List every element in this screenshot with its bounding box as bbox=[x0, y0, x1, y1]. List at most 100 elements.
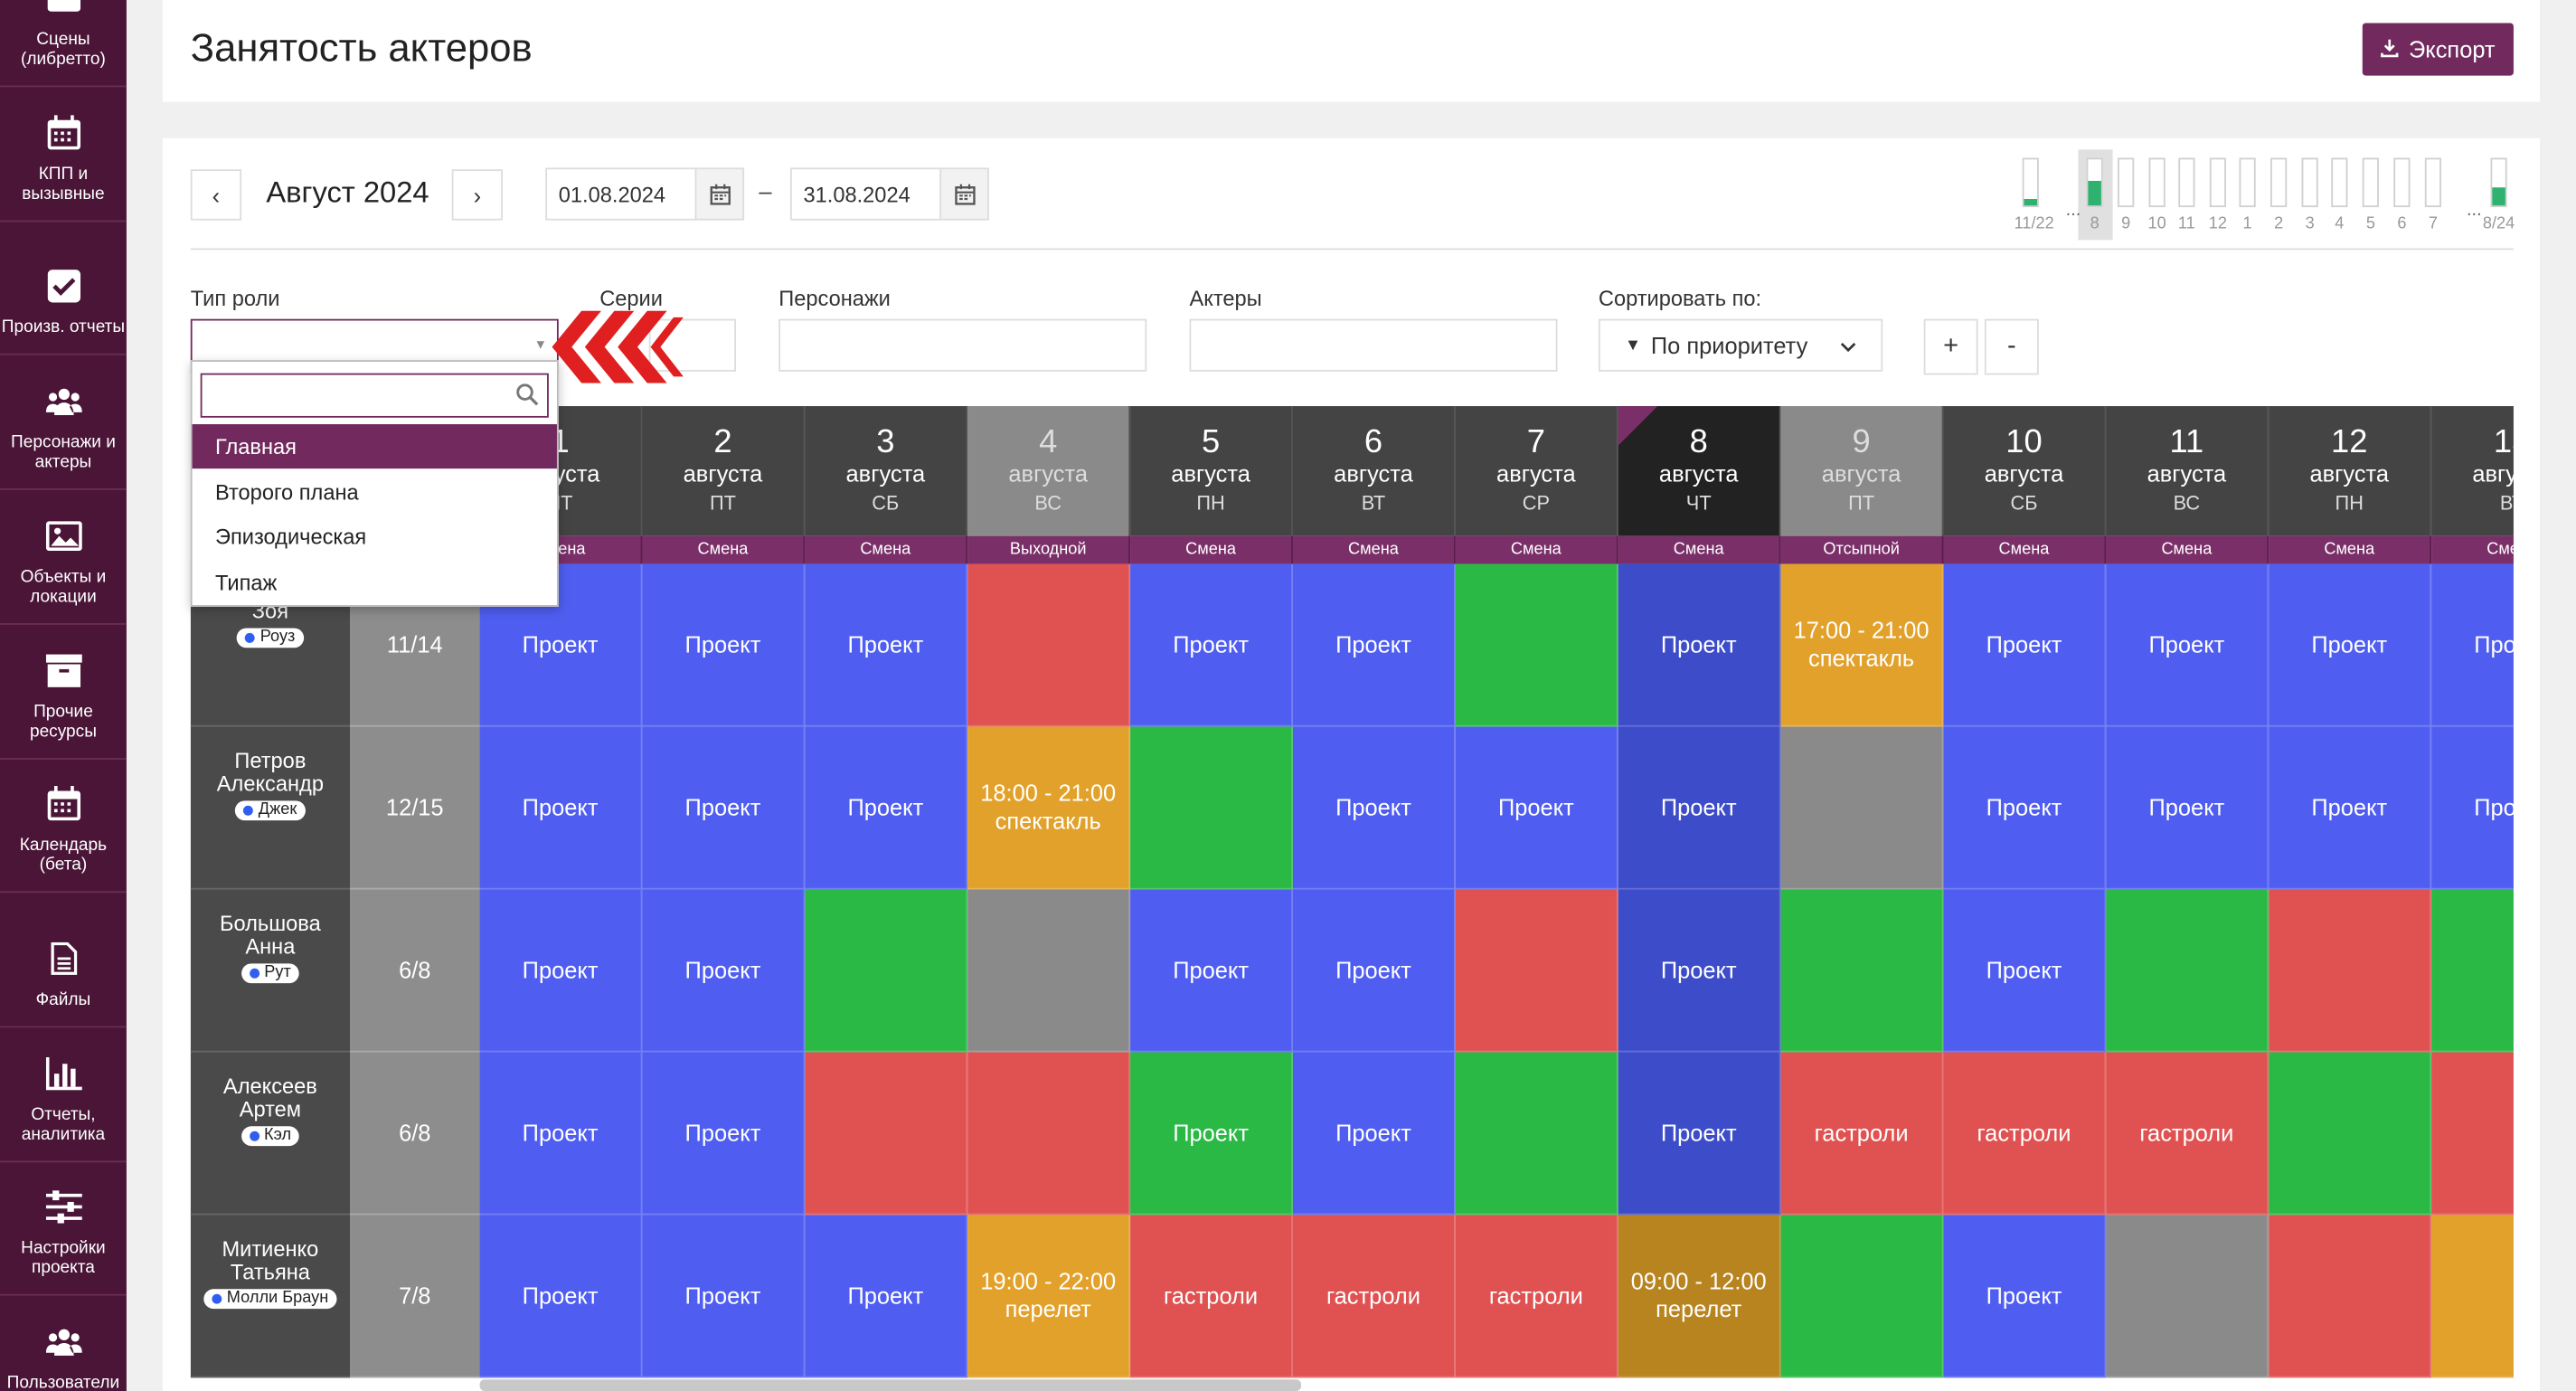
date-from-calendar-icon[interactable] bbox=[694, 167, 745, 221]
minimap-bar[interactable] bbox=[2393, 157, 2411, 208]
sidebar-item[interactable]: Объекты и локации bbox=[0, 491, 127, 625]
sort-select[interactable]: ▼ По приоритету bbox=[1598, 318, 1883, 372]
sidebar-item[interactable]: Пользователи и bbox=[0, 1297, 127, 1391]
zoom-out-button[interactable]: - bbox=[1984, 318, 2039, 375]
schedule-cell[interactable]: Проект bbox=[1292, 563, 1456, 727]
schedule-cell[interactable]: Проект bbox=[479, 1215, 643, 1378]
minimap-bar[interactable] bbox=[2331, 157, 2348, 208]
schedule-cell[interactable] bbox=[2106, 889, 2269, 1053]
schedule-cell[interactable]: Проект bbox=[2269, 563, 2432, 727]
schedule-cell[interactable] bbox=[967, 889, 1131, 1053]
dropdown-search-input[interactable] bbox=[200, 373, 549, 418]
schedule-cell[interactable]: гастроли bbox=[2106, 1052, 2269, 1216]
schedule-cell[interactable] bbox=[967, 1052, 1131, 1216]
schedule-cell[interactable] bbox=[805, 889, 968, 1053]
schedule-cell[interactable]: Проект bbox=[2106, 726, 2269, 890]
schedule-cell[interactable]: Проект bbox=[805, 726, 968, 890]
schedule-cell[interactable] bbox=[1455, 889, 1618, 1053]
sidebar-item[interactable]: КПП и вызывные bbox=[0, 89, 127, 222]
date-to-calendar-icon[interactable] bbox=[939, 167, 989, 221]
schedule-cell[interactable] bbox=[805, 1052, 968, 1216]
minimap-bar[interactable] bbox=[2362, 157, 2379, 208]
schedule-cell[interactable]: Проект bbox=[1943, 563, 2107, 727]
sidebar-item[interactable]: Сцены (либретто) bbox=[0, 0, 127, 88]
schedule-cell[interactable]: Проект bbox=[1292, 889, 1456, 1053]
sidebar-item[interactable]: Персонажи и актеры bbox=[0, 357, 127, 490]
schedule-cell[interactable]: Проект bbox=[479, 726, 643, 890]
day-header[interactable]: 5 августа ПН bbox=[1130, 406, 1293, 536]
day-header[interactable]: 13августа ВТ bbox=[2431, 406, 2514, 536]
schedule-cell[interactable]: Проект bbox=[479, 889, 643, 1053]
actor-name-cell[interactable]: Митиенко Татьяна Молли Браун bbox=[190, 1215, 351, 1378]
schedule-cell[interactable]: гастроли bbox=[1455, 1215, 1618, 1378]
schedule-cell[interactable] bbox=[2269, 1215, 2432, 1378]
minimap-bar[interactable] bbox=[2424, 157, 2442, 208]
prev-month-button[interactable]: ‹ bbox=[190, 169, 242, 221]
day-header[interactable]: 4 августа ВС bbox=[967, 406, 1131, 536]
schedule-cell[interactable]: 09:00 - 12:00 перелет bbox=[1618, 1215, 1781, 1378]
minimap-bar[interactable] bbox=[2209, 157, 2226, 208]
day-header[interactable]: 3 августа СБ bbox=[805, 406, 968, 536]
schedule-cell[interactable] bbox=[2431, 1052, 2514, 1216]
schedule-cell[interactable]: гастроли bbox=[1130, 1215, 1293, 1378]
export-button[interactable]: Экспорт bbox=[2362, 23, 2514, 76]
day-header[interactable]: 2 августа ПТ bbox=[642, 406, 806, 536]
schedule-cell[interactable] bbox=[1130, 726, 1293, 890]
schedule-cell[interactable]: 19:00 - 22:00 перелет bbox=[967, 1215, 1131, 1378]
schedule-cell[interactable]: Проект bbox=[642, 889, 806, 1053]
schedule-cell[interactable] bbox=[1455, 563, 1618, 727]
schedule-cell[interactable]: Проект bbox=[2431, 563, 2514, 727]
sidebar-item[interactable]: Произв. отчеты bbox=[0, 222, 127, 356]
sidebar-item[interactable]: Календарь (бета) bbox=[0, 760, 127, 894]
sidebar-item[interactable]: Отчеты, аналитика bbox=[0, 1028, 127, 1162]
day-header[interactable]: 11 августа ВС bbox=[2106, 406, 2269, 536]
day-header[interactable]: 10 августа СБ bbox=[1943, 406, 2107, 536]
schedule-cell[interactable]: Проект bbox=[1130, 1052, 1293, 1216]
schedule-cell[interactable]: Проект bbox=[642, 1215, 806, 1378]
schedule-cell[interactable]: гастроли bbox=[1292, 1215, 1456, 1378]
schedule-cell[interactable] bbox=[1780, 889, 1944, 1053]
day-header[interactable]: 8 августа ЧТ bbox=[1618, 406, 1781, 536]
sidebar-item[interactable]: Настройки проекта bbox=[0, 1163, 127, 1297]
horizontal-scrollbar[interactable] bbox=[479, 1379, 1302, 1391]
zoom-in-button[interactable]: + bbox=[1923, 318, 1978, 375]
schedule-cell[interactable] bbox=[2269, 889, 2432, 1053]
schedule-cell[interactable]: Проект bbox=[1943, 889, 2107, 1053]
schedule-cell[interactable]: Проект bbox=[1618, 563, 1781, 727]
schedule-cell[interactable] bbox=[967, 563, 1131, 727]
schedule-cell[interactable]: Проект bbox=[1618, 726, 1781, 890]
minimap-bar[interactable] bbox=[2178, 157, 2195, 208]
schedule-cell[interactable]: Проект bbox=[479, 1052, 643, 1216]
actor-name-cell[interactable]: Петров Александр Джек bbox=[190, 726, 351, 890]
minimap-bar[interactable] bbox=[2301, 157, 2318, 208]
schedule-cell[interactable] bbox=[2106, 1215, 2269, 1378]
schedule-cell[interactable] bbox=[2269, 1052, 2432, 1216]
schedule-cell[interactable] bbox=[2431, 1215, 2514, 1378]
minimap-bar[interactable] bbox=[2239, 157, 2256, 208]
schedule-cell[interactable]: Проект bbox=[1618, 889, 1781, 1053]
minimap-bar[interactable] bbox=[2118, 157, 2135, 208]
schedule-cell[interactable]: Проект bbox=[1130, 889, 1293, 1053]
schedule-cell[interactable] bbox=[1455, 1052, 1618, 1216]
schedule-cell[interactable] bbox=[1780, 726, 1944, 890]
schedule-cell[interactable]: Проект bbox=[642, 563, 806, 727]
date-from-input[interactable]: 01.08.2024 bbox=[545, 167, 697, 221]
schedule-cell[interactable]: Проект bbox=[642, 726, 806, 890]
schedule-cell[interactable]: Проект bbox=[642, 1052, 806, 1216]
minimap-bar[interactable] bbox=[2086, 157, 2103, 208]
schedule-cell[interactable]: 18:00 - 21:00 спектакль bbox=[967, 726, 1131, 890]
schedule-cell[interactable]: 17:00 - 21:00 спектакль bbox=[1780, 563, 1944, 727]
date-to-input[interactable]: 31.08.2024 bbox=[789, 167, 942, 221]
schedule-cell[interactable]: Проект bbox=[2431, 726, 2514, 890]
schedule-cell[interactable]: Проект bbox=[1943, 726, 2107, 890]
minimap-bar[interactable] bbox=[2148, 157, 2166, 208]
schedule-cell[interactable]: Проект bbox=[2106, 563, 2269, 727]
schedule-cell[interactable]: Проект bbox=[1292, 726, 1456, 890]
characters-input[interactable] bbox=[778, 318, 1147, 372]
schedule-cell[interactable]: Проект bbox=[805, 563, 968, 727]
dropdown-option[interactable]: Эпизодическая bbox=[215, 524, 367, 550]
schedule-cell[interactable]: Проект bbox=[1943, 1215, 2107, 1378]
schedule-cell[interactable]: Проект bbox=[1618, 1052, 1781, 1216]
sidebar-item[interactable]: Прочие ресурсы bbox=[0, 626, 127, 759]
actors-input[interactable] bbox=[1189, 318, 1558, 372]
